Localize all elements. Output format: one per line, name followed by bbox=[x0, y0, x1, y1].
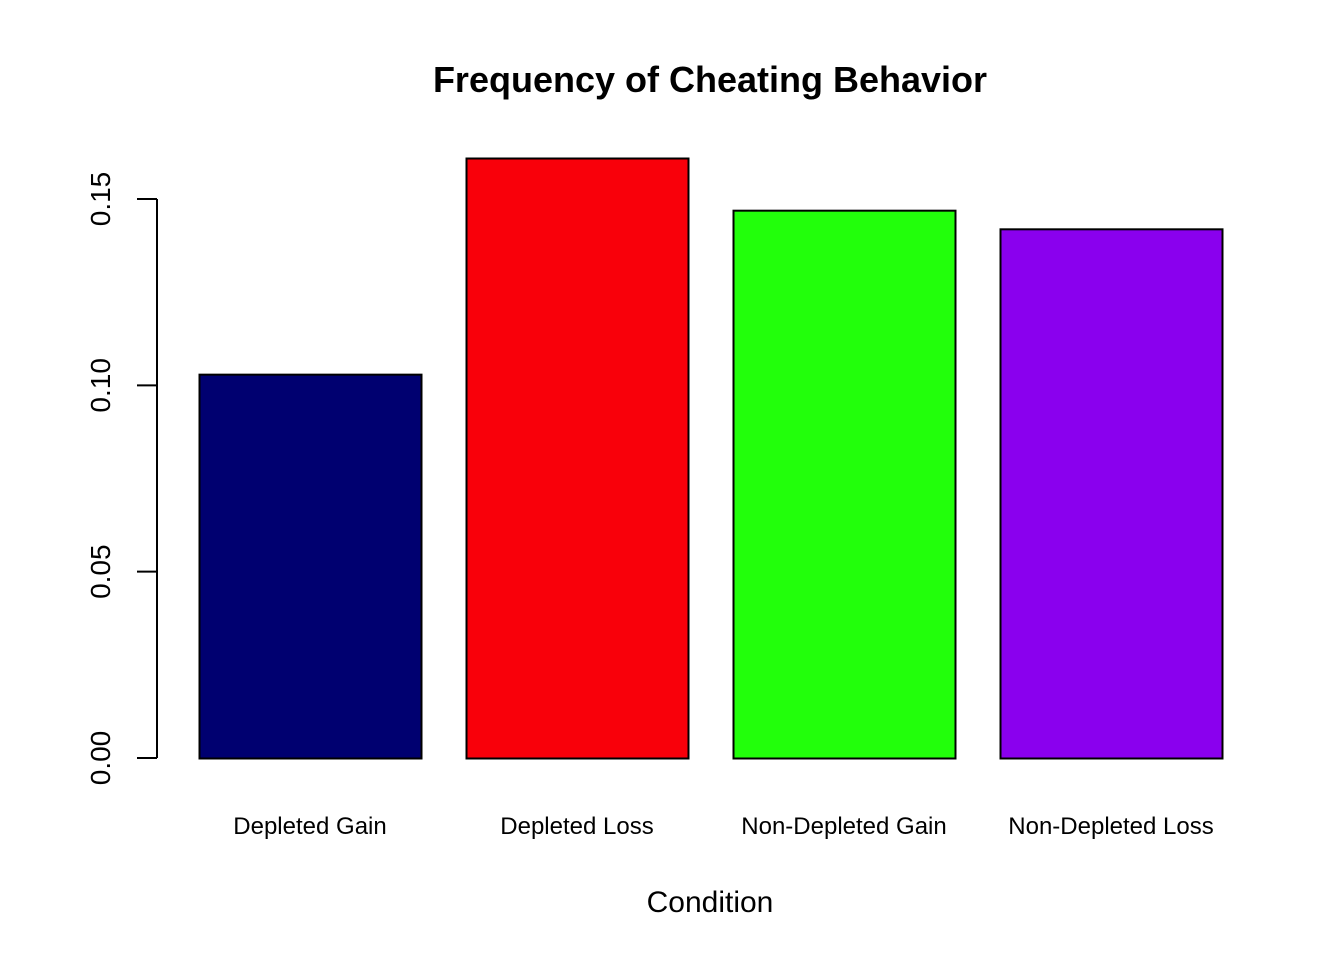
x-axis-label: Condition bbox=[647, 886, 774, 919]
bar-non-depleted-gain bbox=[732, 209, 957, 760]
chart-title: Frequency of Cheating Behavior bbox=[433, 59, 987, 100]
bars-group bbox=[198, 157, 1224, 760]
category-label: Depleted Loss bbox=[500, 813, 653, 840]
category-label: Non-Depleted Loss bbox=[1008, 813, 1213, 840]
bar-non-depleted-loss bbox=[999, 228, 1224, 760]
y-tick-label: 0.00 bbox=[85, 731, 116, 786]
bar-depleted-loss bbox=[465, 157, 690, 760]
y-tick-label: 0.05 bbox=[85, 544, 116, 599]
category-label: Non-Depleted Gain bbox=[741, 813, 946, 840]
category-labels: Depleted Gain Depleted Loss Non-Depleted G… bbox=[233, 813, 1213, 840]
bar-depleted-gain bbox=[198, 373, 423, 760]
category-label: Depleted Gain bbox=[233, 813, 386, 840]
y-axis: 0.00 0.05 0.10 0.15 bbox=[85, 172, 158, 786]
y-tick-label: 0.15 bbox=[85, 172, 116, 227]
y-tick-label: 0.10 bbox=[85, 358, 116, 413]
